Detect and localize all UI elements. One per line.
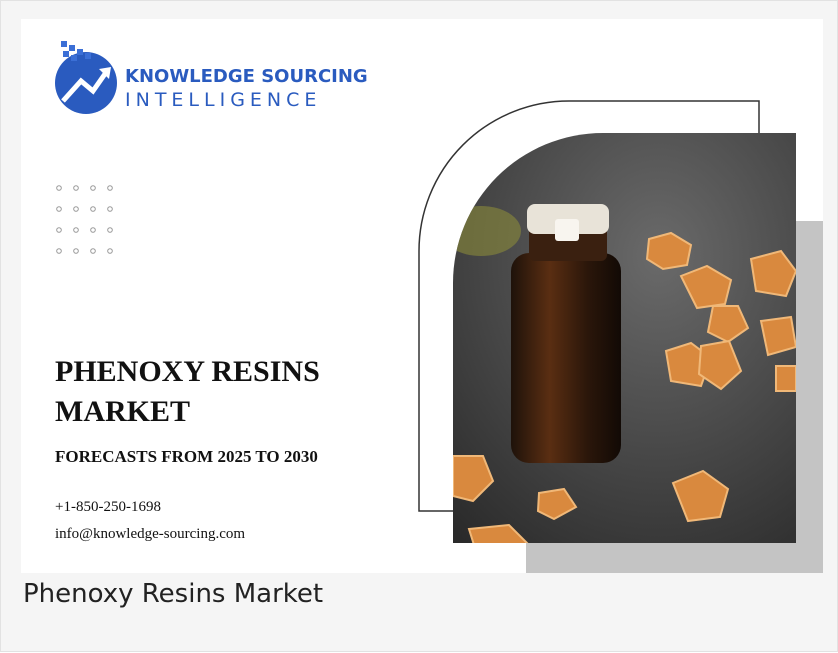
subtitle: FORECASTS FROM 2025 TO 2030 [55, 447, 318, 466]
logo-line1: KNOWLEDGE SOURCING [125, 66, 368, 87]
banner-image: KNOWLEDGE SOURCING INTELLIGENCE PHENOXY … [1, 1, 838, 653]
logo-line2: INTELLIGENCE [125, 89, 321, 111]
caption: Phenoxy Resins Market [23, 579, 323, 609]
title-line: MARKET [55, 395, 190, 428]
email: info@knowledge-sourcing.com [55, 526, 245, 542]
title-line: PHENOXY RESINS [55, 355, 320, 388]
page-frame: KNOWLEDGE SOURCING INTELLIGENCE PHENOXY … [0, 0, 838, 652]
phone: +1-850-250-1698 [55, 499, 161, 515]
photo [441, 133, 796, 545]
